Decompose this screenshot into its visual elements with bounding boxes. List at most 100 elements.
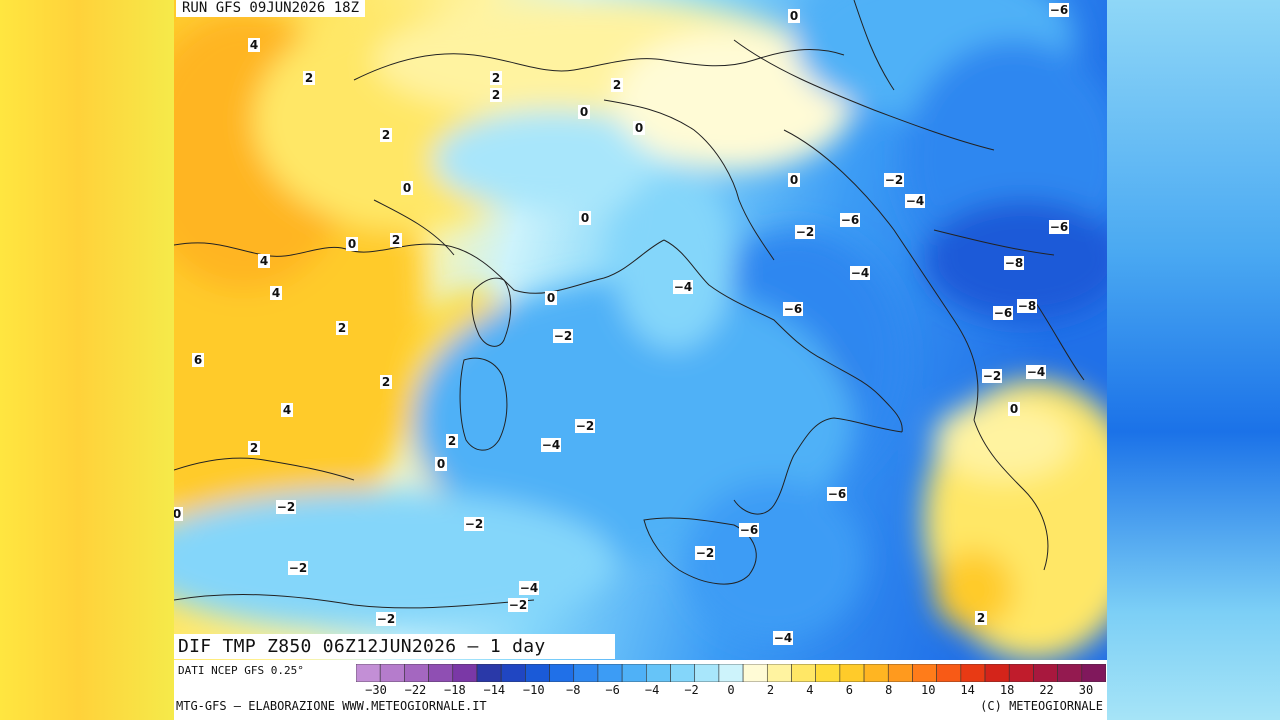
colorbar-tick-label: 0 xyxy=(727,683,735,697)
colorbar-swatch xyxy=(694,664,720,682)
map-value-label: 0 xyxy=(580,105,588,119)
map-label-bg xyxy=(578,105,590,119)
colorbar-swatch xyxy=(428,664,454,682)
map-value-label: −6 xyxy=(1050,3,1068,17)
colorbar-swatch xyxy=(815,664,841,682)
map-label-bg xyxy=(905,194,925,208)
map-value-label: 2 xyxy=(613,78,621,92)
background-left-blur xyxy=(0,0,174,720)
map-label-bg xyxy=(884,173,904,187)
map-value-label: 0 xyxy=(635,121,643,135)
map-value-label: −2 xyxy=(796,225,814,239)
map-value-label: −2 xyxy=(465,517,483,531)
map-value-label: −2 xyxy=(554,329,572,343)
map-label-bg xyxy=(276,500,296,514)
colorbar-tick-label: 30 xyxy=(1078,683,1094,697)
map-value-label: −4 xyxy=(774,631,792,645)
colorbar-tick-label: −8 xyxy=(565,683,581,697)
map-label-bg xyxy=(288,561,308,575)
map-label-bg xyxy=(346,237,358,251)
colorbar-swatch xyxy=(766,664,792,682)
map-value-label: −2 xyxy=(289,561,307,575)
map-label-bg xyxy=(303,71,315,85)
map-label-bg xyxy=(380,375,392,389)
map-value-label: −2 xyxy=(885,173,903,187)
map-label-bg xyxy=(541,438,561,452)
map-label-bg xyxy=(248,38,260,52)
colorbar-swatch xyxy=(525,664,550,682)
map-value-label: 0 xyxy=(790,173,798,187)
colorbar-tick-label: 18 xyxy=(999,683,1015,697)
colorbar-swatch xyxy=(621,664,647,682)
map-value-label: 2 xyxy=(448,434,456,448)
map-value-label: −4 xyxy=(906,194,924,208)
colorbar-swatch xyxy=(646,664,671,682)
map-label-bg xyxy=(248,441,260,455)
colorbar-tick-label: −2 xyxy=(684,683,699,697)
map-value-label: −8 xyxy=(1018,299,1036,313)
map-label-bg xyxy=(281,403,293,417)
map-label-bg xyxy=(380,128,392,142)
colorbar-tick-label: 22 xyxy=(1039,683,1054,697)
map-label-bg xyxy=(1049,220,1069,234)
map-value-label: 4 xyxy=(272,286,280,300)
map-label-bg xyxy=(270,286,282,300)
map-title: DIF TMP Z850 06Z12JUN2026 – 1 day xyxy=(178,636,546,657)
map-value-label: −2 xyxy=(576,419,594,433)
title-band xyxy=(174,634,615,659)
map-label-bg xyxy=(545,291,557,305)
map-value-label: −2 xyxy=(509,598,527,612)
anomaly-color-fields xyxy=(174,0,1107,660)
map-label-bg xyxy=(1049,3,1069,17)
colorbar-tick-label: 6 xyxy=(845,683,853,697)
map-value-label: 2 xyxy=(977,611,985,625)
map-value-label: −4 xyxy=(1027,365,1045,379)
map-label-bg xyxy=(435,457,447,471)
colorbar-tick-label: −4 xyxy=(644,683,660,697)
map-value-label: 6 xyxy=(194,353,202,367)
map-label-bg xyxy=(1008,402,1020,416)
map-value-label: 2 xyxy=(392,233,400,247)
map-value-label: 4 xyxy=(250,38,258,52)
map-label-bg xyxy=(982,369,1002,383)
map-value-label: −6 xyxy=(828,487,846,501)
map-value-label: 0 xyxy=(581,211,589,225)
map-value-label: −6 xyxy=(1050,220,1068,234)
colorbar-tick-label: 14 xyxy=(960,683,975,697)
colorbar-swatch xyxy=(476,664,502,682)
map-value-label: 0 xyxy=(437,457,445,471)
map-label-bg xyxy=(376,612,396,626)
colorbar xyxy=(356,664,1106,682)
colorbar-swatch xyxy=(670,664,696,682)
map-label-bg xyxy=(519,581,539,595)
run-header: RUN GFS 09JUN2026 18Z xyxy=(176,0,366,17)
coastlines-borders xyxy=(174,0,1085,609)
colorbar-swatch xyxy=(791,664,816,682)
colorbar-tick-label: 4 xyxy=(806,683,814,697)
map-value-label: −8 xyxy=(1005,256,1023,270)
colorbar-swatch xyxy=(984,664,1010,682)
background-right-blur xyxy=(1107,0,1280,720)
colorbar-swatch xyxy=(912,664,937,682)
colorbar-swatch xyxy=(379,664,405,682)
colorbar-swatch xyxy=(839,664,865,682)
map-label-bg xyxy=(795,225,815,239)
colorbar-swatch xyxy=(960,664,986,682)
map-value-label: 0 xyxy=(403,181,411,195)
map-value-label: 0 xyxy=(1010,402,1018,416)
map-label-bg xyxy=(1004,256,1024,270)
data-credit: DATI NCEP GFS 0.25° xyxy=(178,664,304,677)
map-label-bg xyxy=(390,233,402,247)
map-label-bg xyxy=(695,546,715,560)
map-value-label: 2 xyxy=(250,441,258,455)
map-label-bg xyxy=(975,611,987,625)
map-label-bg xyxy=(490,71,502,85)
map-value-label: −2 xyxy=(983,369,1001,383)
map-label-bg xyxy=(633,121,645,135)
map-value-label: −4 xyxy=(542,438,560,452)
map-value-label: 2 xyxy=(338,321,346,335)
colorbar-tick-label: 10 xyxy=(920,683,936,697)
map-label-bg xyxy=(508,598,528,612)
colorbar-swatch xyxy=(718,664,744,682)
